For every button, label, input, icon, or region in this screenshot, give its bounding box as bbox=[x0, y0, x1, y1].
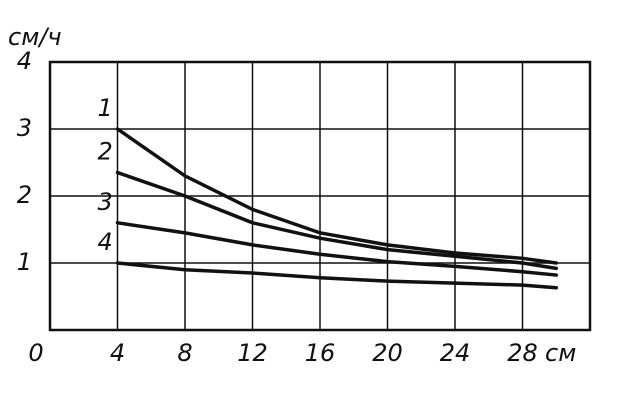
line-series bbox=[115, 261, 558, 290]
y-tick-label: 2 bbox=[17, 181, 32, 209]
line-series bbox=[115, 221, 558, 277]
x-tick-label: 0 bbox=[28, 339, 43, 367]
x-tick-label: 16 bbox=[305, 339, 336, 367]
line-series bbox=[115, 170, 558, 271]
y-tick-label: 1 bbox=[17, 248, 32, 276]
series-label: 1 bbox=[98, 94, 113, 122]
x-axis-unit: см bbox=[545, 339, 576, 367]
y-axis-label: см/ч bbox=[8, 23, 62, 51]
series-label: 2 bbox=[98, 138, 113, 166]
x-tick-label: 28 bbox=[507, 339, 538, 367]
x-tick-label: 24 bbox=[440, 339, 471, 367]
x-tick-label: 20 bbox=[372, 339, 403, 367]
x-tick-label: 8 bbox=[177, 339, 192, 367]
series-label: 3 bbox=[98, 188, 113, 216]
x-tick-label: 4 bbox=[110, 339, 125, 367]
y-tick-label: 4 bbox=[17, 47, 32, 75]
x-tick-label: 12 bbox=[237, 339, 268, 367]
line-series bbox=[115, 127, 558, 265]
series-label: 4 bbox=[98, 228, 113, 256]
y-tick-label: 3 bbox=[17, 114, 32, 142]
